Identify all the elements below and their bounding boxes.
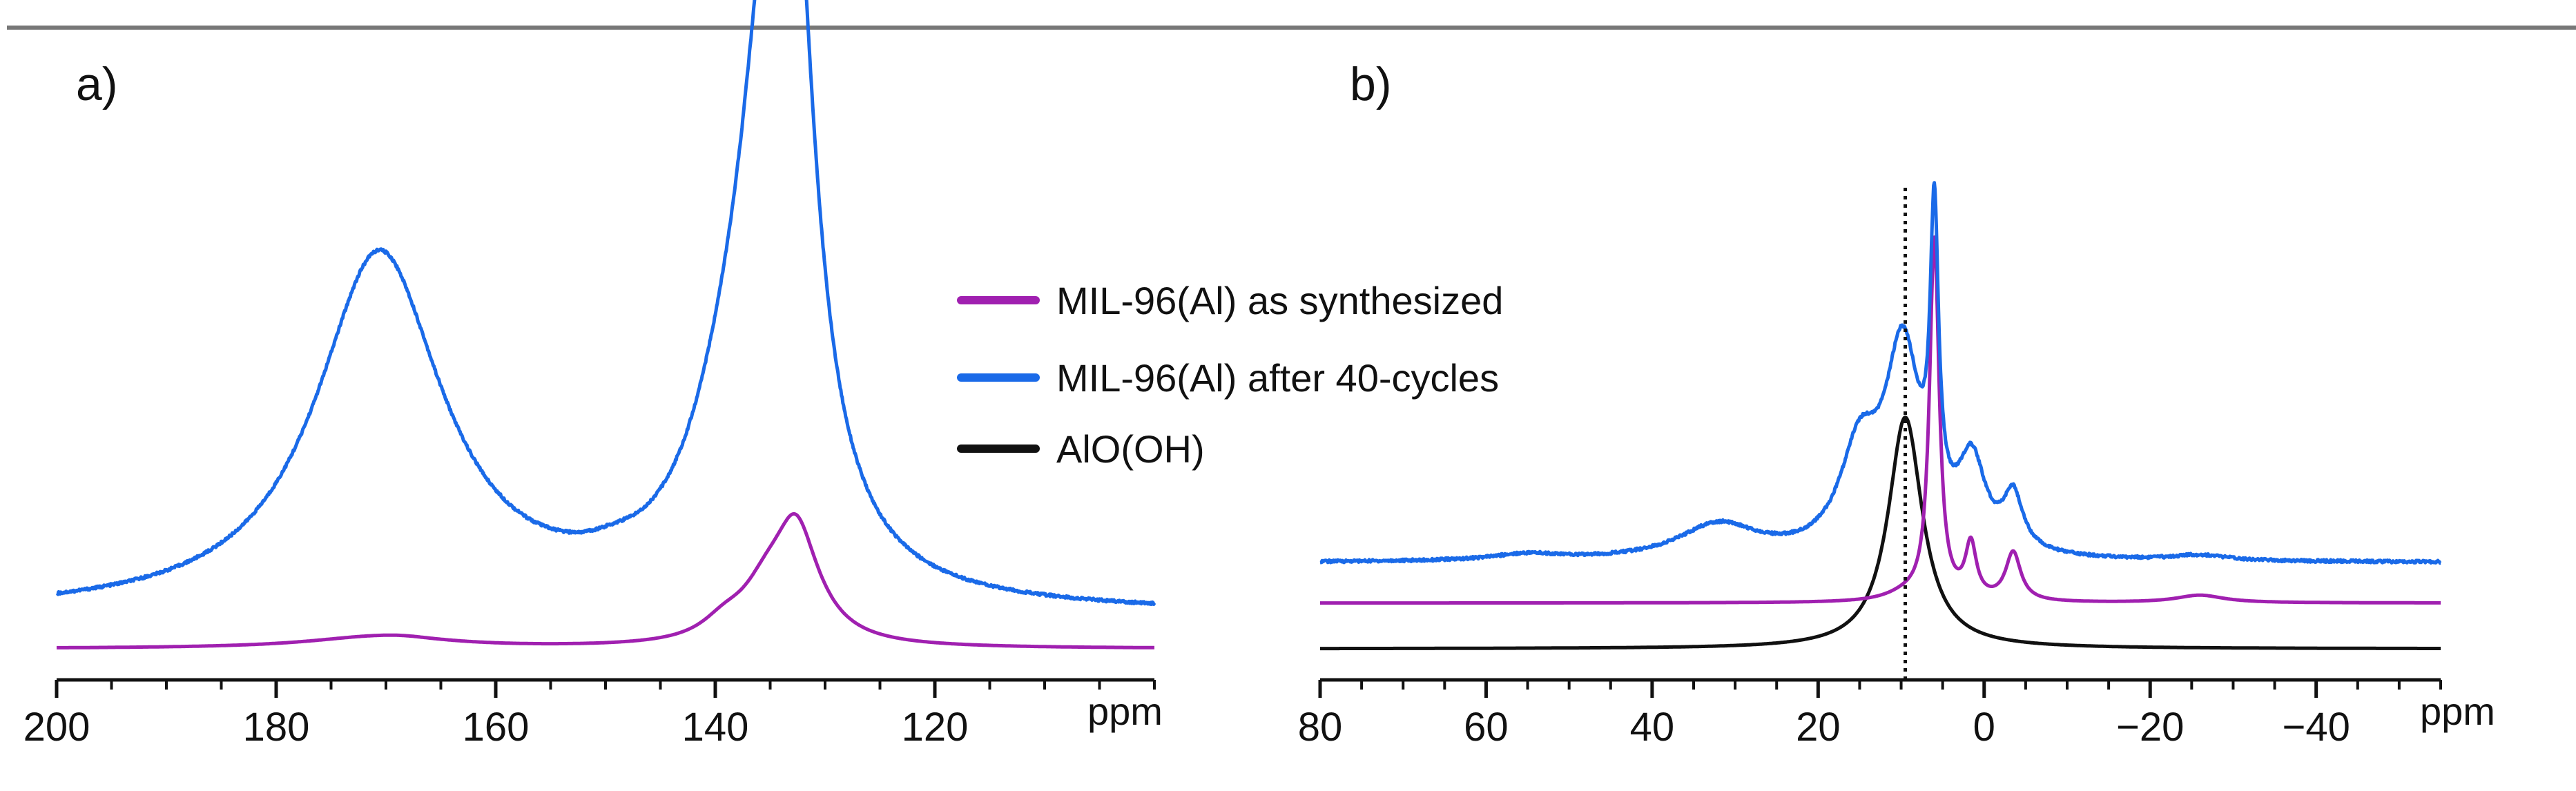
legend-item: MIL-96(Al) as synthesized (957, 279, 1503, 322)
panel-a: a) 200 180 160 140 120 ppm (23, 0, 1163, 750)
x-tick-label: 20 (1796, 705, 1841, 750)
panel-a-series (55, 0, 1156, 650)
x-tick-label: 120 (902, 705, 969, 750)
panel-b-x-axis: 80 60 40 20 0 −20 −40 (1298, 678, 2442, 750)
x-tick-label: 60 (1464, 705, 1509, 750)
series-mil-96-al-after-40-cycles (55, 0, 1156, 606)
panel-b-series (1319, 181, 2442, 651)
legend-item: MIL-96(Al) after 40-cycles (957, 356, 1499, 400)
x-tick-label: 80 (1298, 705, 1343, 750)
legend-label: AlO(OH) (1056, 427, 1205, 471)
legend-label: MIL-96(Al) as synthesized (1056, 279, 1503, 322)
panel-b-label: b) (1350, 58, 1391, 110)
x-tick-label: 0 (1973, 705, 1995, 750)
x-tick-label: 180 (243, 705, 310, 750)
series-mil-96-al-as-synthesized (1319, 235, 2442, 605)
legend: MIL-96(Al) as synthesized MIL-96(Al) aft… (957, 279, 1503, 471)
panel-a-x-axis: 200 180 160 140 120 (23, 678, 1156, 750)
panel-a-x-unit: ppm (1087, 690, 1163, 733)
x-tick-label: −20 (2116, 705, 2184, 750)
series-alo-oh- (1319, 416, 2442, 651)
series-mil-96-al-after-40-cycles (1319, 181, 2442, 565)
x-tick-label: 200 (23, 705, 90, 750)
x-tick-label: 40 (1630, 705, 1675, 750)
panel-a-label: a) (76, 58, 117, 110)
panel-b: b) 80 60 40 20 0 −20 −40 ppm (1298, 58, 2495, 750)
x-tick-label: −40 (2282, 705, 2350, 750)
panel-b-x-unit: ppm (2420, 690, 2495, 733)
legend-item: AlO(OH) (957, 427, 1205, 471)
x-tick-label: 140 (682, 705, 749, 750)
x-tick-label: 160 (463, 705, 530, 750)
series-mil-96-al-as-synthesized (55, 512, 1156, 650)
legend-label: MIL-96(Al) after 40-cycles (1056, 356, 1499, 400)
